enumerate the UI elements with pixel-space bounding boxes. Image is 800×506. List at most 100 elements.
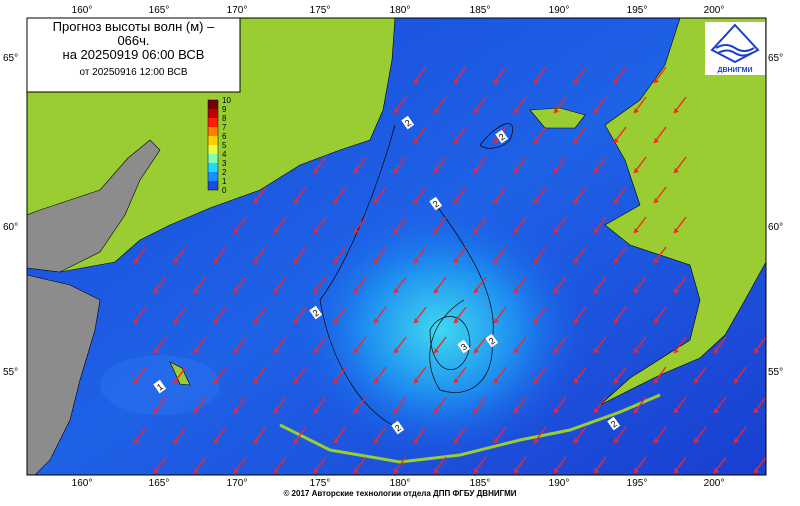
arrow-head [214, 438, 219, 443]
arrow-head [314, 288, 319, 293]
arrow-head [674, 348, 679, 353]
contour-label: 2 [609, 418, 619, 429]
contour-label-bg [153, 379, 167, 394]
colorbar-label: 3 [222, 159, 227, 168]
arrow-head [454, 318, 459, 323]
arrow-head [454, 378, 459, 383]
arrow-head [654, 318, 659, 323]
arrow-head [514, 348, 519, 353]
arrow-head [394, 168, 399, 173]
arrow-head [274, 468, 279, 473]
lon-label-top: 165° [149, 5, 170, 16]
lon-label-bottom: 160° [72, 478, 93, 489]
arrow-head [614, 438, 619, 443]
arrow-head [214, 258, 219, 263]
lon-label-top: 190° [549, 5, 570, 16]
arrow-head [494, 438, 499, 443]
arrow-head [654, 198, 659, 203]
arrow-head [514, 108, 519, 113]
arrow-head [694, 378, 699, 383]
arrow-head [334, 378, 339, 383]
land-commander [169, 361, 191, 386]
arrow-head [354, 348, 359, 353]
arrow-head [274, 228, 279, 233]
arrow-head [194, 288, 199, 293]
arrow-head [334, 258, 339, 263]
arrow-head [454, 438, 459, 443]
arrow-head [654, 378, 659, 383]
arrow-head [134, 438, 139, 443]
arrow-head [434, 288, 439, 293]
arrow-head [174, 318, 179, 323]
arrow-head [474, 348, 479, 353]
colorbar-segment [208, 163, 218, 172]
colorbar-label: 6 [222, 132, 227, 141]
arrow-head [754, 348, 759, 353]
arrow-head [394, 348, 399, 353]
lon-label-top: 180° [390, 5, 411, 16]
arrow-head [654, 78, 659, 83]
colorbar-segment [208, 118, 218, 127]
footer: © 2017 Авторские технологии отдела ДПП Ф… [283, 489, 516, 498]
colorbar-label: 9 [222, 105, 227, 114]
arrow-head [674, 168, 679, 173]
arrow-head [594, 108, 599, 113]
arrow-head [214, 318, 219, 323]
contour-label-bg [401, 115, 415, 130]
colorbar-label: 0 [222, 186, 227, 195]
lat-label-right: 60° [768, 222, 783, 233]
arrow-head [334, 438, 339, 443]
arrow-head [554, 168, 559, 173]
colorbar-segment [208, 100, 218, 109]
arrow-head [354, 288, 359, 293]
arrow-head [254, 438, 259, 443]
arrow-head [534, 198, 539, 203]
arrow-head [634, 108, 639, 113]
arrow-head [614, 138, 619, 143]
arrow-head [534, 258, 539, 263]
arrow-head [474, 408, 479, 413]
arrow-head [534, 78, 539, 83]
land-kamchatka [26, 139, 161, 273]
arrow-head [474, 288, 479, 293]
arrow-head [174, 438, 179, 443]
contour-label-bg [485, 333, 499, 348]
logo-text: ДВНИГМИ [718, 67, 753, 74]
arrow-head [654, 258, 659, 263]
arrow-head [434, 408, 439, 413]
arrow-head [134, 378, 139, 383]
contour-label: 2 [393, 422, 403, 433]
arrow-head [414, 258, 419, 263]
arrow-head [614, 378, 619, 383]
arrow-head [554, 348, 559, 353]
contour-label-bg [495, 129, 509, 144]
arrow-head [754, 408, 759, 413]
arrow-head [414, 438, 419, 443]
arrow-head [554, 408, 559, 413]
arrow-head [614, 198, 619, 203]
wave-maximum [290, 200, 590, 460]
arrow-head [314, 408, 319, 413]
lat-label-left: 65° [3, 53, 18, 64]
issue-time: от 20250916 12:00 ВСВ [79, 67, 188, 78]
arrow-head [714, 468, 719, 473]
lon-label-bottom: 190° [549, 478, 570, 489]
arrow-head [554, 288, 559, 293]
arrow-head [654, 438, 659, 443]
arrow-head [414, 78, 419, 83]
logo-icon [710, 23, 760, 64]
colorbar-segment [208, 109, 218, 118]
arrow-head [574, 378, 579, 383]
lon-label-bottom: 165° [149, 478, 170, 489]
arrow-head [334, 198, 339, 203]
arrow-head [154, 468, 159, 473]
title-box [26, 17, 241, 93]
arrow-head [394, 108, 399, 113]
arrow-head [254, 318, 259, 323]
colorbar-label: 5 [222, 141, 227, 150]
arrow-head [294, 318, 299, 323]
arrow-head [314, 348, 319, 353]
contour-label-bg [607, 416, 621, 431]
arrow-head [234, 288, 239, 293]
